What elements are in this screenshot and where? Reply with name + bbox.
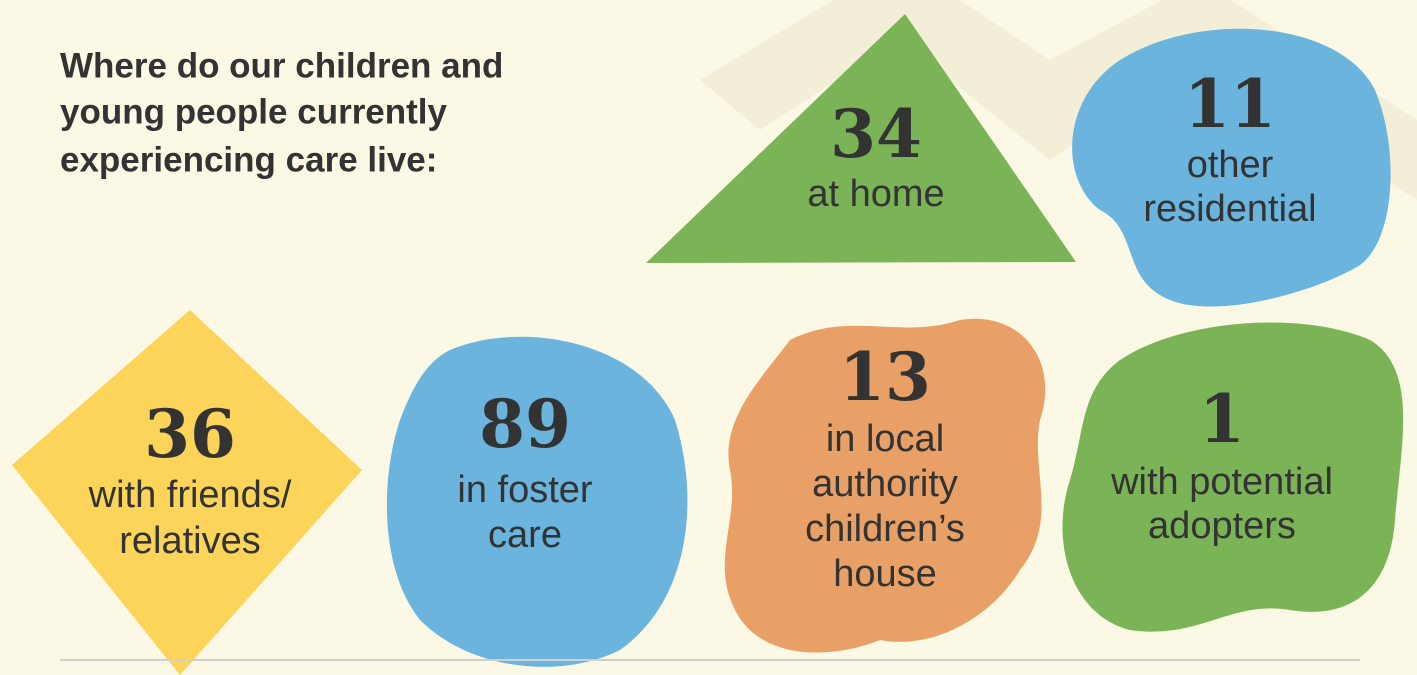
number: 11 <box>1184 65 1276 143</box>
label: relatives <box>119 520 261 562</box>
label: in local <box>826 418 944 460</box>
label: adopters <box>1148 505 1296 547</box>
title-line: Where do our children and <box>60 46 503 85</box>
label: in foster <box>457 469 593 511</box>
label: with potential <box>1110 461 1333 503</box>
number: 1 <box>1199 380 1245 458</box>
number: 34 <box>830 95 922 173</box>
infographic: Where do our children and young people c… <box>0 0 1417 675</box>
label: care <box>488 514 562 556</box>
title-line: young people currently <box>60 92 448 131</box>
number: 36 <box>144 395 236 473</box>
number: 89 <box>479 385 571 463</box>
label: authority <box>812 463 958 505</box>
number: 13 <box>839 338 931 416</box>
label: other <box>1187 144 1274 186</box>
label: house <box>833 553 937 595</box>
title-line: experiencing care live: <box>60 140 437 179</box>
label: with friends/ <box>88 474 292 516</box>
label: children’s <box>805 508 965 550</box>
label: at home <box>807 173 944 215</box>
label: residential <box>1143 188 1316 230</box>
